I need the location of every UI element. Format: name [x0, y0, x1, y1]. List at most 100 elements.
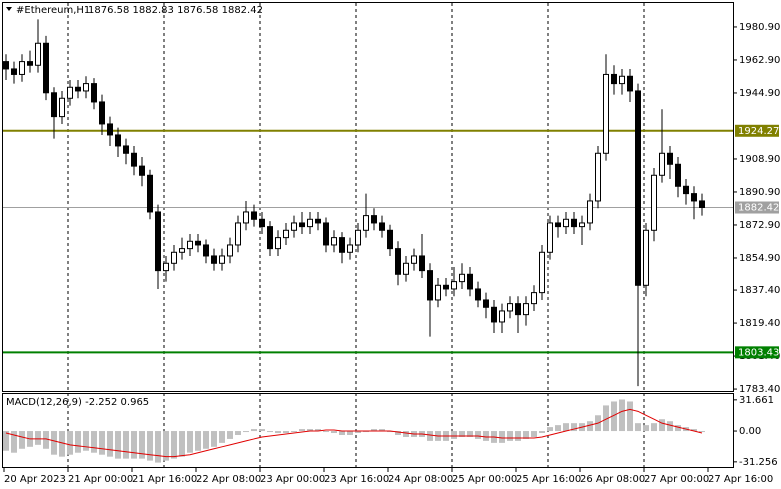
- candle-body: [355, 229, 361, 246]
- candle-body: [291, 222, 297, 231]
- candle-body: [299, 222, 305, 228]
- x-tick-label: 21 Apr 00:00: [68, 474, 133, 485]
- price-label: 1803.43: [738, 347, 779, 358]
- candle-body: [619, 75, 625, 85]
- candle-body: [83, 83, 89, 92]
- candle-body: [411, 255, 417, 264]
- x-tick-label: 27 Apr 16:00: [708, 474, 773, 485]
- candle-body: [107, 123, 113, 136]
- macd-bar: [59, 431, 65, 457]
- ohlc-text: 1876.58 1882.83 1876.58 1882.42: [88, 5, 263, 16]
- macd-bar: [427, 431, 433, 441]
- candle-body: [43, 42, 49, 94]
- macd-bar: [51, 431, 57, 455]
- macd-bar: [499, 431, 505, 443]
- y-tick-label: 1980.90: [739, 22, 780, 33]
- candle-body: [331, 237, 337, 246]
- macd-bar: [267, 431, 273, 433]
- macd-bar: [347, 431, 353, 435]
- macd-bar: [115, 431, 121, 459]
- macd-bar: [283, 431, 289, 434]
- candle-body: [579, 222, 585, 228]
- x-tick-label: 23 Apr 16:00: [324, 474, 389, 485]
- macd-bar: [475, 431, 481, 439]
- macd-bar: [67, 431, 73, 455]
- macd-bar: [155, 431, 161, 463]
- candle-body: [251, 211, 257, 220]
- candle-body: [611, 73, 617, 85]
- candle-body: [555, 222, 561, 228]
- macd-bar: [227, 431, 233, 439]
- macd-bar: [307, 429, 313, 432]
- candle-body: [667, 152, 673, 165]
- candle-body: [267, 226, 273, 250]
- candle-body: [419, 255, 425, 272]
- candle-body: [307, 218, 313, 228]
- candle-body: [243, 211, 249, 224]
- macd-bar: [195, 431, 201, 451]
- candle-body: [147, 174, 153, 213]
- candle-body: [275, 237, 281, 250]
- price-label-box: [735, 124, 779, 137]
- candle-body: [547, 222, 553, 253]
- macd-bar: [19, 431, 25, 449]
- macd-bar: [203, 431, 209, 449]
- macd-bar: [259, 429, 265, 432]
- y-tick-label: 1872.90: [739, 220, 780, 231]
- macd-label: MACD(12,26,9) -2.252 0.965: [6, 397, 149, 408]
- macd-bar: [187, 431, 193, 453]
- candle-body: [643, 229, 649, 286]
- macd-bar: [523, 431, 529, 439]
- macd-bar: [483, 431, 489, 441]
- macd-bar: [403, 431, 409, 437]
- macd-bar: [291, 431, 297, 433]
- candle-body: [699, 200, 705, 209]
- price-label-box: [735, 201, 779, 214]
- candle-body: [675, 163, 681, 187]
- candle-body: [227, 244, 233, 257]
- macd-bar: [243, 431, 249, 433]
- candle-body: [283, 229, 289, 239]
- macd-bar: [211, 431, 217, 447]
- x-tick-label: 27 Apr 00:00: [644, 474, 709, 485]
- candle-body: [491, 306, 497, 323]
- candle-body: [683, 185, 689, 195]
- candle-body: [67, 86, 73, 99]
- candle-body: [595, 152, 601, 202]
- macd-bar: [171, 431, 177, 459]
- price-label-box: [735, 346, 779, 359]
- macd-bar: [139, 431, 145, 459]
- macd-tick-label: 0.00: [739, 426, 761, 437]
- macd-bar: [35, 431, 41, 445]
- candle-body: [515, 303, 521, 316]
- candle-body: [155, 211, 161, 272]
- macd-bar: [627, 401, 633, 432]
- macd-bar: [219, 431, 225, 443]
- x-tick-label: 21 Apr 16:00: [132, 474, 197, 485]
- macd-signal: [5, 408, 703, 458]
- macd-bar: [107, 431, 113, 457]
- candle-body: [539, 251, 545, 294]
- x-tick-label: 25 Apr 00:00: [452, 474, 517, 485]
- candle-body: [211, 255, 217, 264]
- candle-body: [603, 73, 609, 154]
- candle-body: [371, 215, 377, 224]
- candle-body: [59, 97, 65, 118]
- y-tick-label: 1783.40: [739, 384, 780, 395]
- candle-body: [35, 42, 41, 66]
- macd-bar: [43, 431, 49, 449]
- macd-bar: [467, 431, 473, 437]
- x-tick-label: 25 Apr 16:00: [516, 474, 581, 485]
- candle-body: [451, 281, 457, 290]
- y-tick-label: 1944.90: [739, 88, 780, 99]
- candle-body: [507, 303, 513, 312]
- macd-bar: [531, 431, 537, 437]
- candle-body: [499, 310, 505, 323]
- macd-bar: [667, 421, 673, 432]
- macd-bar: [507, 431, 513, 441]
- macd-bar: [563, 423, 569, 432]
- candle-body: [99, 101, 105, 125]
- macd-bar: [251, 429, 257, 432]
- x-tick-label: 24 Apr 08:00: [388, 474, 453, 485]
- chart-title: #Ethereum,H1: [16, 5, 90, 16]
